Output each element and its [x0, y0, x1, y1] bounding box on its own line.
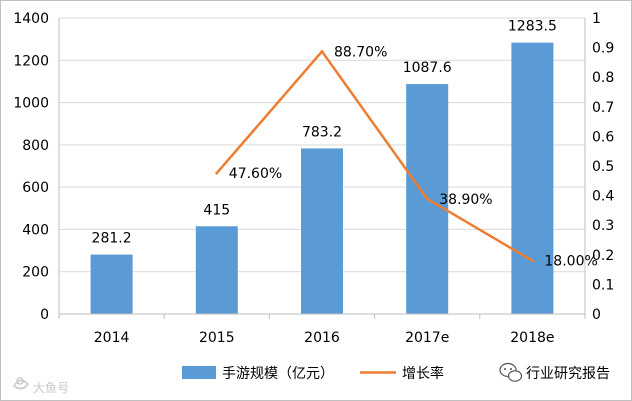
left-tick-label: 1000 — [13, 96, 49, 112]
line-point — [215, 171, 219, 175]
legend-bar-label: 手游规模（亿元） — [222, 366, 334, 382]
axes — [58, 18, 586, 319]
line-point — [425, 197, 429, 201]
wechat-icon — [499, 362, 523, 382]
watermark-right: 行业研究报告 — [499, 362, 610, 382]
left-tick-label: 1400 — [13, 11, 49, 27]
bar-data-label: 415 — [203, 202, 230, 218]
watermark-left-text: 大鱼号 — [33, 381, 69, 395]
line-data-labels: 47.60% 88.70% 38.90% 18.00% — [229, 44, 598, 269]
right-tick-label: 0.4 — [592, 189, 614, 205]
line-data-label: 88.70% — [334, 44, 387, 60]
right-tick-label: 0.3 — [592, 218, 614, 234]
bar-data-labels: 281.2 415 783.2 1087.6 1283.5 — [92, 19, 557, 247]
bar — [90, 254, 133, 314]
line-point — [530, 259, 534, 263]
x-tick-label: 2014 — [94, 330, 130, 346]
left-tick-label: 800 — [22, 138, 49, 154]
right-tick-label: 0.6 — [592, 129, 614, 145]
left-tick-label: 1200 — [13, 53, 49, 69]
x-axis-ticks: 2014 2015 2016 2017e 2018e — [94, 330, 555, 346]
x-tick-label: 2016 — [304, 330, 340, 346]
bar-data-label: 281.2 — [92, 231, 132, 247]
x-tick-label: 2015 — [199, 330, 235, 346]
legend-bar-swatch — [182, 366, 216, 379]
bar-data-label: 1087.6 — [403, 60, 452, 76]
x-tick-label: 2017e — [405, 330, 449, 346]
bar-series — [90, 42, 554, 314]
left-tick-label: 600 — [22, 180, 49, 196]
growth-line — [215, 50, 534, 262]
line-data-label: 38.90% — [439, 192, 492, 208]
line-data-label: 18.00% — [544, 254, 597, 270]
line-point — [320, 49, 324, 53]
right-tick-label: 0.1 — [592, 277, 614, 293]
watermark-left-icon — [13, 377, 29, 390]
right-tick-label: 0 — [592, 307, 601, 323]
right-tick-label: 0.2 — [592, 248, 614, 264]
bar-data-label: 783.2 — [302, 124, 342, 140]
left-tick-label: 400 — [22, 222, 49, 238]
watermark-left: 大鱼号 — [13, 377, 69, 395]
gridlines — [59, 17, 585, 273]
legend: 手游规模（亿元） 增长率 — [182, 365, 444, 382]
right-axis-ticks: 0 0.1 0.2 0.3 0.4 0.5 0.6 0.7 0.8 0.9 1 — [592, 11, 614, 323]
bar — [301, 148, 343, 314]
x-tick-label: 2018e — [510, 330, 554, 346]
right-tick-label: 0.8 — [592, 70, 614, 86]
left-axis-ticks: 0 200 400 600 800 1000 1200 1400 — [13, 11, 49, 323]
line-series — [215, 49, 534, 263]
right-tick-label: 0.7 — [592, 100, 614, 116]
legend-line-label: 增长率 — [402, 365, 444, 382]
right-tick-label: 0.5 — [592, 159, 614, 175]
right-tick-label: 1 — [592, 11, 601, 27]
bar — [511, 42, 554, 314]
bar — [195, 226, 238, 314]
left-tick-label: 200 — [22, 265, 49, 281]
bar-data-label: 1283.5 — [508, 19, 557, 35]
right-tick-label: 0.9 — [592, 41, 614, 57]
left-tick-label: 0 — [40, 307, 49, 323]
line-data-label: 47.60% — [229, 166, 282, 182]
watermark-right-text: 行业研究报告 — [526, 366, 610, 382]
